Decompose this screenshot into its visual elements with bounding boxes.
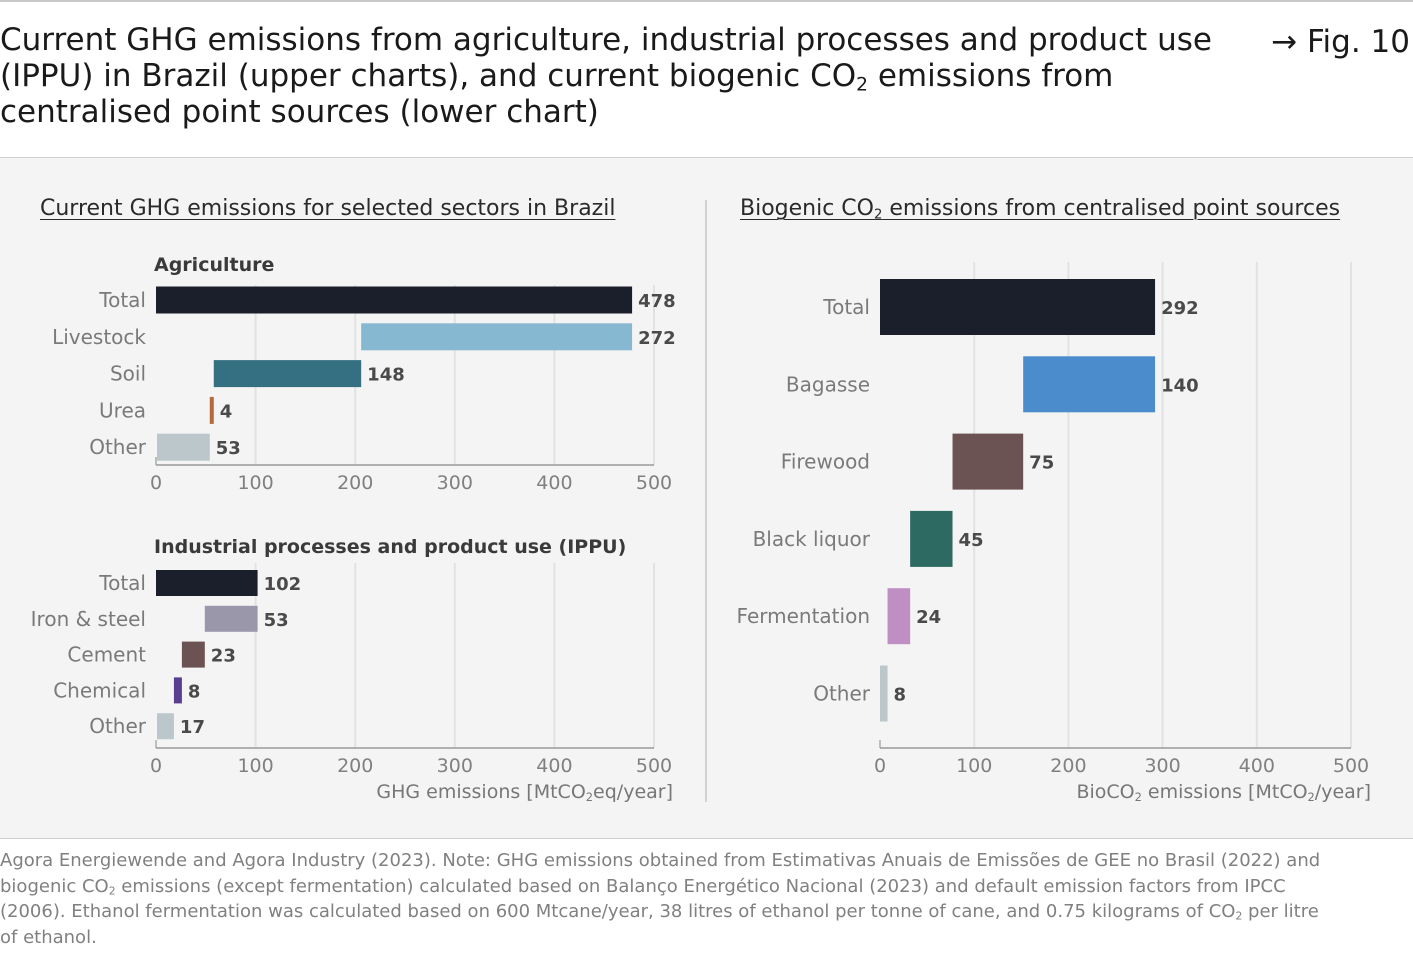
data-label: 45 (959, 530, 984, 551)
x-tick-label: 100 (956, 755, 992, 777)
x-tick-label: 200 (337, 755, 373, 777)
source-line: biogenic CO2 emissions (except fermentat… (0, 875, 1286, 898)
right-section-title: Biogenic CO2 emissions from centralised … (740, 196, 1341, 223)
category-label: Black liquor (753, 527, 871, 551)
figure-reference: → Fig. 10 (1271, 24, 1410, 60)
x-tick-label: 0 (150, 755, 162, 777)
bar (880, 279, 1156, 335)
data-label: 478 (638, 291, 676, 312)
category-label: Other (89, 435, 147, 459)
bar (361, 323, 633, 351)
data-label: 23 (211, 646, 236, 667)
x-tick-label: 400 (1239, 755, 1275, 777)
x-tick-label: 200 (337, 472, 373, 494)
x-tick-label: 300 (437, 472, 473, 494)
right-axis-title: BioCO2 emissions [MtCO2/year] (1076, 781, 1371, 804)
bar (209, 396, 214, 424)
source-line: (2006). Ethanol fermentation was calcula… (0, 901, 1319, 923)
category-label: Other (89, 714, 147, 738)
bar (1023, 356, 1156, 413)
data-label: 17 (180, 717, 205, 738)
category-label: Chemical (53, 678, 146, 702)
x-tick-label: 400 (536, 755, 572, 777)
x-tick-label: 100 (237, 755, 273, 777)
category-label: Urea (99, 398, 146, 422)
category-label: Total (98, 288, 146, 312)
category-label: Cement (67, 643, 146, 667)
bar (156, 570, 258, 596)
chart-title: Agriculture (154, 254, 274, 276)
x-tick-label: 100 (237, 472, 273, 494)
bar (181, 641, 205, 668)
category-label: Livestock (52, 325, 146, 349)
x-tick-label: 200 (1050, 755, 1086, 777)
panel-divider (705, 200, 707, 802)
category-label: Total (822, 295, 870, 319)
category-label: Firewood (781, 450, 870, 474)
data-label: 8 (188, 681, 201, 702)
x-tick-label: 0 (874, 755, 886, 777)
x-tick-label: 0 (150, 472, 162, 494)
source-line: of ethanol. (0, 926, 97, 948)
bar (952, 433, 1024, 490)
category-label: Other (813, 682, 871, 706)
data-label: 75 (1029, 453, 1054, 474)
left-axis-title: GHG emissions [MtCO2eq/year] (376, 781, 673, 804)
x-tick-label: 300 (1144, 755, 1180, 777)
data-label: 102 (264, 574, 302, 595)
x-tick-label: 500 (636, 755, 672, 777)
data-label: 4 (220, 401, 233, 422)
bar (910, 510, 953, 567)
bar (880, 665, 888, 722)
bar (204, 605, 258, 632)
data-label: 53 (216, 438, 241, 459)
bar (173, 677, 182, 704)
x-tick-label: 300 (437, 755, 473, 777)
bar (156, 286, 633, 314)
bar (213, 360, 362, 388)
x-tick-label: 400 (536, 472, 572, 494)
data-label: 140 (1161, 375, 1199, 396)
category-label: Total (98, 571, 146, 595)
data-label: 8 (894, 685, 907, 706)
bar (156, 433, 210, 461)
left-section-title: Current GHG emissions for selected secto… (40, 196, 616, 221)
category-label: Bagasse (786, 372, 870, 396)
data-label: 292 (1161, 298, 1199, 319)
category-label: Soil (110, 362, 146, 386)
x-tick-label: 500 (636, 472, 672, 494)
page-title: Current GHG emissions from agriculture, … (0, 22, 1212, 130)
chart-title: Industrial processes and product use (IP… (154, 536, 626, 558)
top-rule (0, 0, 1413, 2)
source-note: Agora Energiewende and Agora Industry (2… (0, 848, 1405, 950)
bar (156, 713, 174, 740)
bar (887, 588, 911, 645)
x-tick-label: 500 (1333, 755, 1369, 777)
data-label: 272 (638, 328, 676, 349)
data-label: 148 (367, 365, 405, 386)
category-label: Fermentation (737, 604, 870, 628)
data-label: 53 (264, 610, 289, 631)
category-label: Iron & steel (31, 607, 146, 631)
data-label: 24 (916, 607, 941, 628)
source-line: Agora Energiewende and Agora Industry (2… (0, 850, 1321, 871)
